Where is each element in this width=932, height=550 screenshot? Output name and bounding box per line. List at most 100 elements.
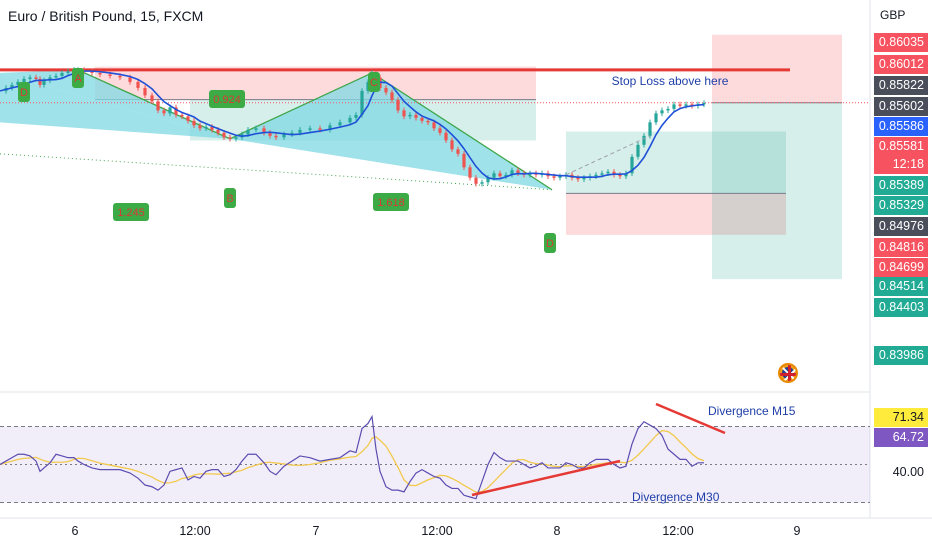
candle bbox=[210, 126, 214, 130]
candle bbox=[636, 144, 640, 157]
candle bbox=[10, 84, 14, 88]
projection-line bbox=[565, 135, 651, 176]
price-label: 0.85389 bbox=[874, 176, 928, 195]
candle bbox=[216, 129, 220, 133]
candle bbox=[402, 110, 406, 117]
svg-text:B: B bbox=[226, 193, 233, 205]
candle bbox=[432, 122, 436, 129]
candle bbox=[612, 171, 616, 175]
candle bbox=[702, 102, 706, 105]
candle bbox=[594, 174, 598, 177]
candle bbox=[48, 77, 52, 81]
candle bbox=[228, 137, 232, 139]
candle bbox=[174, 107, 178, 115]
candle bbox=[66, 71, 70, 73]
price-label: 0.84976 bbox=[874, 217, 928, 236]
divergence-m30-label: Divergence M30 bbox=[632, 490, 720, 504]
candle bbox=[606, 171, 610, 174]
price-label: 0.84816 bbox=[874, 238, 928, 257]
candle bbox=[510, 170, 514, 175]
divergence-line-m30 bbox=[471, 459, 621, 497]
candle bbox=[262, 128, 266, 133]
candle bbox=[180, 114, 184, 117]
candle bbox=[684, 104, 688, 106]
candle bbox=[108, 74, 112, 76]
candle bbox=[666, 108, 670, 111]
svg-text:1.618: 1.618 bbox=[377, 197, 405, 209]
candle bbox=[34, 77, 38, 79]
stop-zone bbox=[566, 193, 786, 235]
time-tick-label: 7 bbox=[312, 524, 320, 538]
candle bbox=[450, 140, 454, 150]
pattern-point-d: D bbox=[544, 233, 556, 253]
candle bbox=[396, 99, 400, 111]
candle bbox=[468, 167, 472, 178]
candle bbox=[222, 132, 226, 138]
svg-text:0.924: 0.924 bbox=[213, 94, 241, 106]
candle bbox=[168, 107, 172, 114]
stop-loss-note: Stop Loss above here bbox=[612, 74, 729, 88]
candle bbox=[143, 87, 147, 96]
candle bbox=[426, 120, 430, 123]
time-tick-label: 12:00 bbox=[662, 524, 694, 538]
ratio-label-0924: 0.924 bbox=[209, 90, 245, 108]
candle bbox=[204, 126, 208, 129]
candle bbox=[438, 128, 442, 133]
candle bbox=[282, 134, 286, 138]
svg-text:D: D bbox=[546, 238, 554, 250]
price-label: 0.85602 bbox=[874, 97, 928, 116]
candle bbox=[234, 137, 238, 139]
candle bbox=[268, 132, 272, 136]
candle bbox=[492, 173, 496, 178]
candle bbox=[60, 72, 64, 76]
candle bbox=[90, 71, 94, 73]
candle bbox=[16, 81, 20, 85]
candle bbox=[274, 135, 278, 138]
candle bbox=[516, 170, 520, 174]
ratio-line-xd bbox=[0, 153, 553, 191]
candle bbox=[582, 177, 586, 180]
candle bbox=[186, 116, 190, 121]
candle bbox=[624, 173, 628, 177]
candle bbox=[444, 132, 448, 141]
time-tick-label: 12:00 bbox=[179, 524, 211, 538]
price-label: 12:18 bbox=[874, 155, 928, 174]
svg-text:D: D bbox=[20, 87, 28, 99]
price-label: 0.84514 bbox=[874, 277, 928, 296]
candle bbox=[630, 156, 634, 174]
pattern-legs bbox=[77, 69, 553, 191]
chart-title: Euro / British Pound, 15, FXCM bbox=[8, 8, 204, 24]
candle bbox=[162, 110, 166, 114]
pattern-point-d0: D bbox=[18, 82, 30, 102]
svg-text:1.245: 1.245 bbox=[117, 207, 145, 219]
candle bbox=[22, 78, 26, 82]
ratio-label-1245: 1.245 bbox=[113, 203, 149, 221]
candle bbox=[504, 174, 508, 177]
candle bbox=[354, 114, 358, 118]
candle bbox=[298, 129, 302, 133]
uk-flag-icon[interactable] bbox=[778, 363, 798, 383]
candle bbox=[672, 104, 676, 109]
candle bbox=[318, 128, 322, 130]
svg-text:A: A bbox=[74, 73, 82, 85]
rsi-axis-label: 64.72 bbox=[874, 428, 928, 447]
time-tick-label: 9 bbox=[793, 524, 801, 538]
currency-label: GBP bbox=[880, 8, 906, 22]
price-label: 0.85581 bbox=[874, 137, 928, 156]
candle bbox=[156, 101, 160, 111]
candle bbox=[414, 114, 418, 118]
candle bbox=[654, 113, 658, 123]
candle bbox=[246, 129, 250, 135]
time-tick-label: 12:00 bbox=[421, 524, 453, 538]
price-label: 0.86012 bbox=[874, 55, 928, 74]
candle bbox=[308, 128, 312, 130]
price-label: 0.83986 bbox=[874, 346, 928, 365]
candle bbox=[408, 114, 412, 117]
time-tick-label: 8 bbox=[553, 524, 561, 538]
candle bbox=[474, 177, 478, 184]
candle bbox=[192, 120, 196, 126]
candle bbox=[290, 132, 294, 135]
svg-text:C: C bbox=[370, 77, 378, 89]
candle bbox=[254, 128, 258, 130]
